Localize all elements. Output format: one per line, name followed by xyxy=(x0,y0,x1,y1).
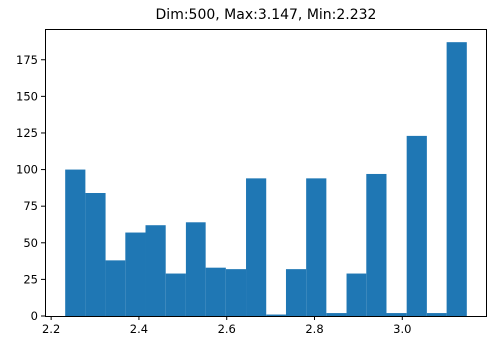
x-tick-label-4: 2.8 xyxy=(305,322,323,336)
histogram-bar-13 xyxy=(306,178,327,316)
histogram-bar-12 xyxy=(285,269,307,316)
y-tick-label-5: 100 xyxy=(16,163,38,177)
x-tick-label-5: 3.0 xyxy=(393,322,411,336)
histogram-bar-3 xyxy=(105,260,126,316)
histogram-bar-16 xyxy=(366,173,387,316)
histogram-bar-1 xyxy=(65,169,86,316)
histogram-bar-8 xyxy=(205,267,226,316)
histogram-bar-7 xyxy=(185,222,206,316)
histogram-bar-9 xyxy=(225,269,247,316)
histogram-bar-6 xyxy=(165,273,186,316)
chart-title: Dim:500, Max:3.147, Min:2.232 xyxy=(156,7,377,23)
y-tick-label-6: 125 xyxy=(16,126,38,140)
histogram-bar-14 xyxy=(326,313,347,316)
histogram-bar-5 xyxy=(145,225,166,316)
histogram-bar-2 xyxy=(85,193,106,316)
histogram-bar-19 xyxy=(426,313,447,316)
plot-frame xyxy=(45,29,487,317)
histogram-bar-15 xyxy=(346,273,367,316)
y-tick-label-1: 0 xyxy=(31,309,38,323)
histogram-bar-10 xyxy=(246,178,267,316)
y-tick-label-8: 175 xyxy=(16,53,38,67)
histogram-bar-4 xyxy=(125,232,146,316)
y-axis: 0 25 50 75 100 125 150 175 xyxy=(16,53,45,323)
histogram-bar-11 xyxy=(266,314,286,316)
x-tick-label-1: 2.2 xyxy=(42,322,60,336)
y-tick-label-4: 75 xyxy=(23,199,38,213)
y-tick-label-3: 50 xyxy=(23,236,38,250)
x-tick-label-3: 2.6 xyxy=(218,322,236,336)
x-axis: 2.2 2.4 2.6 2.8 3.0 xyxy=(42,316,411,336)
bars-group xyxy=(65,42,467,317)
histogram-bar-20 xyxy=(446,42,467,317)
histogram-bar-18 xyxy=(406,135,427,316)
x-tick-label-2: 2.4 xyxy=(130,322,148,336)
histogram-bar-17 xyxy=(386,313,407,316)
y-tick-label-2: 25 xyxy=(23,272,38,286)
y-tick-label-7: 150 xyxy=(16,89,38,103)
